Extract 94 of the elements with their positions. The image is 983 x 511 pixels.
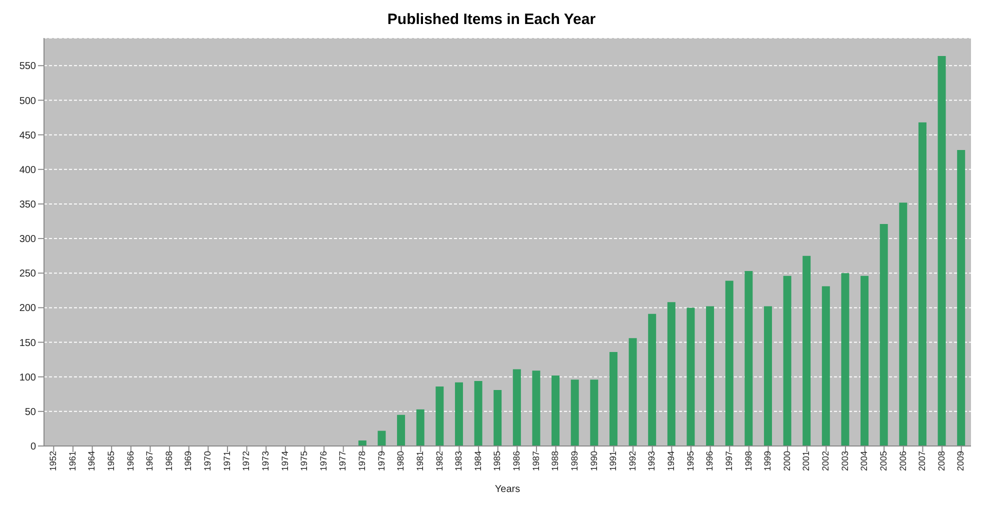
x-tick-label: 1980	[396, 451, 406, 472]
bar	[841, 273, 850, 446]
bar	[899, 202, 908, 446]
y-tick-label: 300	[19, 234, 36, 246]
x-tick-label: 1966	[125, 451, 136, 472]
x-tick-label: 1972	[241, 451, 252, 472]
bar	[590, 380, 598, 446]
x-tick-label: 1973	[260, 451, 270, 472]
x-tick-label: 1969	[183, 451, 194, 472]
x-tick-label: 1986	[512, 451, 522, 472]
y-tick-label: 450	[19, 130, 36, 142]
y-tick-label: 350	[19, 200, 36, 211]
x-tick-label: 1981	[414, 451, 425, 472]
bar	[358, 440, 366, 446]
x-tick-label: 1997	[724, 451, 734, 472]
y-tick-label: 400	[19, 164, 36, 176]
x-tick-label: 1964	[86, 451, 97, 472]
y-tick-label: 100	[19, 372, 36, 384]
bar	[918, 122, 926, 446]
y-tick-label: 550	[19, 61, 36, 72]
x-tick-label: 2001	[801, 451, 812, 472]
x-tick-label: 1968	[164, 451, 174, 472]
bar	[783, 276, 792, 446]
x-tick-label: 1979	[376, 451, 386, 472]
bar	[648, 314, 656, 446]
x-tick-label: 2007	[917, 451, 928, 472]
bar	[416, 409, 424, 446]
y-tick-label: 0	[30, 442, 36, 453]
x-tick-label: 1974	[280, 451, 290, 472]
x-tick-label: 1965	[106, 451, 116, 472]
x-tick-label: 1994	[666, 451, 676, 472]
bar	[512, 369, 521, 446]
x-tick-label: 1983	[454, 451, 464, 472]
bar	[725, 280, 734, 446]
bar	[860, 276, 869, 446]
x-axis-title: Years	[494, 484, 520, 495]
x-tick-label: 2004	[859, 451, 870, 472]
x-tick-label: 1989	[569, 451, 580, 472]
x-tick-label: 1990	[588, 451, 599, 472]
bar	[938, 56, 946, 446]
bar	[609, 352, 618, 446]
bar	[706, 306, 714, 446]
x-tick-label: 1985	[492, 451, 502, 472]
x-tick-label: 2000	[782, 451, 792, 472]
bar	[628, 338, 637, 446]
x-tick-label: 1971	[222, 451, 232, 472]
x-tick-label: 1999	[762, 451, 773, 472]
x-tick-label: 1996	[704, 451, 715, 472]
x-tick-label: 1975	[299, 451, 310, 472]
bar	[744, 271, 753, 446]
bar	[474, 380, 482, 446]
x-tick-label: 1961	[67, 451, 78, 472]
x-tick-label: 1982	[434, 451, 444, 472]
x-tick-label: 2009	[956, 451, 966, 472]
x-tick-label: 1967	[144, 451, 155, 472]
bar	[532, 370, 540, 446]
y-tick-label: 150	[19, 338, 36, 349]
bar	[570, 380, 579, 446]
x-tick-label: 1952	[48, 451, 58, 472]
bar	[454, 382, 463, 446]
y-tick-label: 250	[19, 268, 36, 280]
x-tick-label: 1988	[550, 451, 560, 472]
x-tick-label: 1978	[357, 451, 368, 472]
x-tick-label: 1987	[530, 451, 541, 472]
y-tick-label: 200	[19, 303, 36, 314]
x-tick-label: 1992	[627, 451, 638, 472]
bar	[397, 414, 406, 446]
x-tick-label: 2003	[840, 451, 850, 472]
y-tick-label: 500	[19, 96, 36, 107]
x-tick-label: 1970	[202, 451, 213, 472]
bar	[880, 224, 888, 446]
bar	[957, 150, 966, 446]
x-tick-label: 1984	[472, 451, 483, 472]
chart-title: Published Items in Each Year	[386, 10, 597, 30]
bar	[686, 308, 695, 446]
bar	[378, 430, 386, 446]
y-tick-label: 50	[24, 406, 36, 418]
x-tick-label: 2002	[820, 451, 831, 472]
x-tick-label: 1977	[338, 451, 348, 472]
x-tick-label: 1991	[608, 451, 618, 472]
x-tick-label: 2006	[898, 451, 908, 472]
x-tick-label: 1976	[318, 451, 328, 472]
bar	[802, 256, 811, 446]
bar	[764, 306, 772, 446]
bar	[552, 375, 560, 446]
bar	[667, 302, 676, 446]
x-tick-label: 2008	[936, 451, 946, 472]
x-tick-label: 2005	[878, 451, 888, 472]
x-tick-label: 1998	[743, 451, 754, 472]
bar	[494, 390, 502, 446]
x-tick-label: 1995	[685, 451, 696, 472]
x-tick-label: 1993	[646, 451, 657, 472]
bar	[822, 286, 830, 446]
bar	[436, 386, 444, 446]
